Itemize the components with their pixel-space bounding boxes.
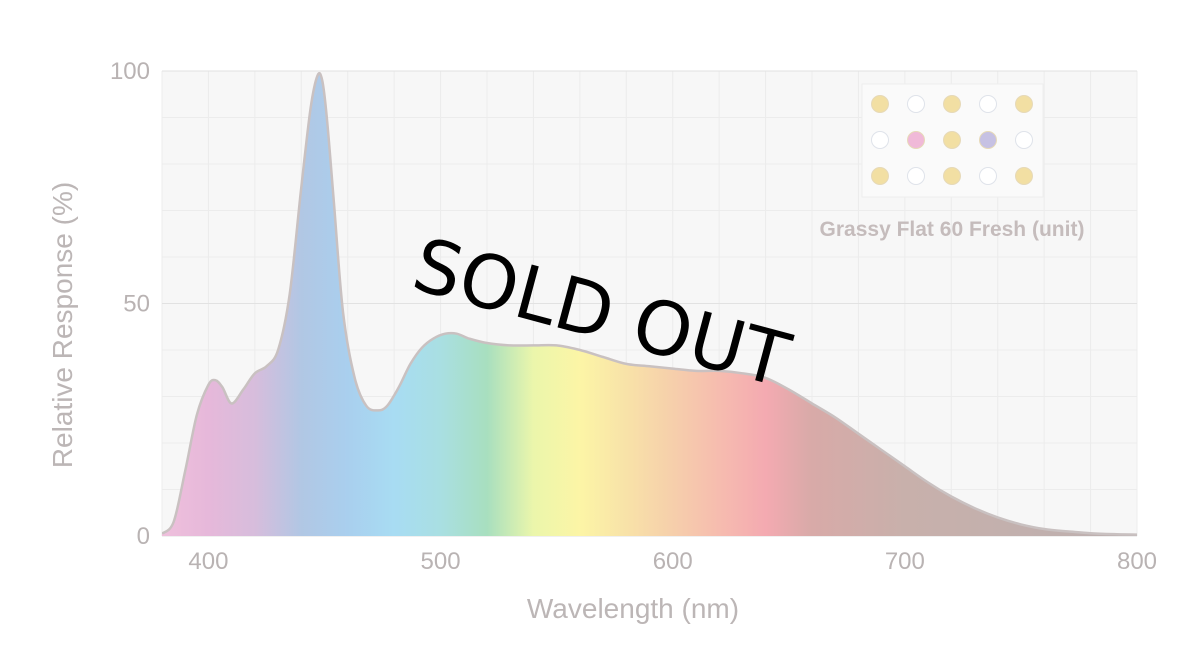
x-tick-label: 800 bbox=[1117, 548, 1157, 575]
led-dot bbox=[943, 167, 961, 185]
y-tick-label: 50 bbox=[123, 291, 150, 318]
spectrum-curve bbox=[162, 71, 1137, 536]
led-dot bbox=[979, 131, 997, 149]
led-dot bbox=[1015, 167, 1033, 185]
x-tick-label: 600 bbox=[653, 548, 693, 575]
led-dot bbox=[979, 167, 997, 185]
led-dot bbox=[871, 95, 889, 113]
y-axis-title: Relative Response (%) bbox=[47, 182, 78, 468]
y-tick-label: 0 bbox=[137, 523, 150, 550]
legend: Grassy Flat 60 Fresh (unit) bbox=[820, 83, 1085, 241]
x-tick-label: 400 bbox=[188, 548, 228, 575]
led-dot bbox=[907, 131, 925, 149]
spectrum-area bbox=[162, 73, 1137, 536]
x-tick-label: 500 bbox=[421, 548, 461, 575]
led-dot bbox=[871, 131, 889, 149]
led-dot bbox=[943, 131, 961, 149]
led-dot bbox=[943, 95, 961, 113]
x-axis-title: Wavelength (nm) bbox=[527, 593, 739, 624]
led-grid bbox=[871, 95, 1033, 185]
x-tick-label: 700 bbox=[885, 548, 925, 575]
led-dot bbox=[1015, 95, 1033, 113]
led-dot bbox=[907, 167, 925, 185]
led-dot bbox=[907, 95, 925, 113]
led-dot bbox=[979, 95, 997, 113]
y-axis-ticks: 0 50 100 bbox=[110, 58, 150, 550]
led-dot bbox=[871, 167, 889, 185]
y-tick-label: 100 bbox=[110, 58, 150, 85]
x-axis-ticks: 400 500 600 700 800 bbox=[188, 548, 1157, 575]
led-dot bbox=[1015, 131, 1033, 149]
legend-label: Grassy Flat 60 Fresh (unit) bbox=[820, 218, 1085, 241]
